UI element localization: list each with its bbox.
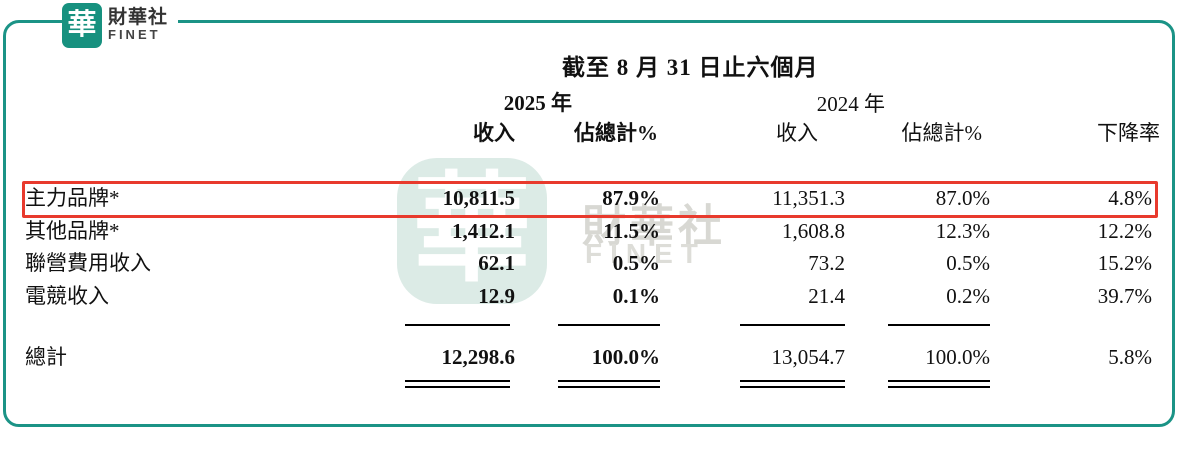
row-revenue-2024: 21.4: [808, 284, 845, 308]
row-pct-2025: 87.9%: [602, 186, 660, 210]
brand-name-english: FINET: [108, 26, 161, 42]
row-pct-2024: 87.0%: [935, 186, 990, 210]
row-decline: 4.8%: [1108, 186, 1152, 210]
page-border-frame: [3, 20, 1175, 427]
row-pct-2025: 0.1%: [612, 284, 660, 308]
watermark-name-chinese: 財華社: [582, 202, 726, 251]
finet-logo-glyph: 華: [67, 9, 97, 41]
table-title: 截至 8 月 31 日止六個月: [562, 55, 819, 80]
row-label: 其他品牌*: [25, 219, 120, 243]
watermark-logo-glyph: 華: [412, 165, 531, 296]
row-pct-2025: 11.5%: [603, 219, 660, 243]
col-header-revenue-2025: 收入: [473, 121, 515, 145]
total-bottomline-pct-2025: [558, 380, 660, 388]
row-pct-2024: 0.5%: [946, 251, 990, 275]
row-revenue-2025: 1,412.1: [452, 219, 515, 243]
total-topline-pct-2025: [558, 324, 660, 326]
watermark-name-english: FINET: [585, 238, 706, 269]
total-pct-2025: 100.0%: [591, 345, 660, 369]
row-decline: 15.2%: [1097, 251, 1152, 275]
row-decline: 12.2%: [1097, 219, 1152, 243]
row-pct-2024: 0.2%: [946, 284, 990, 308]
year-header-2025: 2025 年: [503, 91, 572, 115]
col-header-decline: 下降率: [1097, 121, 1160, 145]
row-revenue-2024: 73.2: [808, 251, 845, 275]
finet-logo-text: 財華社 FINET: [102, 6, 179, 46]
total-topline-pct-2024: [888, 324, 990, 326]
row-revenue-2024: 1,608.8: [782, 219, 845, 243]
row-label: 聯營費用收入: [25, 251, 151, 275]
total-bottomline-pct-2024: [888, 380, 990, 388]
row-decline: 39.7%: [1097, 284, 1152, 308]
total-pct-2024: 100.0%: [925, 345, 990, 369]
total-revenue-2025: 12,298.6: [441, 345, 516, 369]
total-label: 總計: [25, 345, 67, 369]
total-bottomline-revenue-2025: [405, 380, 510, 388]
brand-name-chinese: 財華社: [108, 7, 169, 28]
finet-logo-icon: 華: [62, 3, 102, 48]
total-topline-revenue-2024: [740, 324, 845, 326]
total-bottomline-revenue-2024: [740, 380, 845, 388]
row-revenue-2025: 62.1: [478, 251, 515, 275]
total-decline: 5.8%: [1108, 345, 1152, 369]
col-header-pct-2024: 佔總計%: [901, 121, 983, 145]
row-pct-2025: 0.5%: [612, 251, 660, 275]
year-header-2024: 2024 年: [816, 92, 885, 116]
highlight-box-main-brand-row: [22, 181, 1158, 218]
row-pct-2024: 12.3%: [935, 219, 990, 243]
col-header-revenue-2024: 收入: [776, 121, 818, 145]
row-label: 主力品牌*: [25, 186, 120, 210]
row-revenue-2024: 11,351.3: [772, 186, 845, 210]
col-header-pct-2025: 佔總計%: [574, 121, 658, 145]
total-topline-revenue-2025: [405, 324, 510, 326]
row-label: 電競收入: [25, 284, 109, 308]
row-revenue-2025: 12.9: [478, 284, 515, 308]
row-revenue-2025: 10,811.5: [442, 186, 515, 210]
total-revenue-2024: 13,054.7: [771, 345, 846, 369]
